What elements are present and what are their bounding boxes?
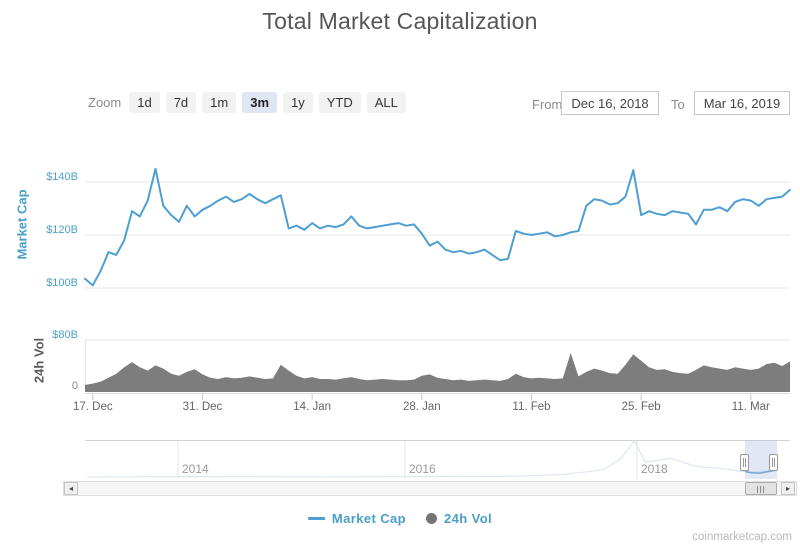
x-axis-label: 28. Jan [402,401,441,413]
x-axis-label: 11. Mar [731,401,770,413]
zoom-button-ytd[interactable]: YTD [318,92,361,113]
zoom-buttons-group: 1d 7d 1m 3m 1y YTD ALL [129,92,412,113]
scrollbar-track[interactable] [63,481,797,496]
legend-label: Market Cap [331,511,406,526]
navigator-year-label: 2014 [182,462,209,476]
y-axis-label: $80B [52,329,78,341]
x-axis-label: 11. Feb [512,401,551,413]
range-selector: Zoom 1d 7d 1m 3m 1y YTD ALL [88,92,412,113]
legend-item-24h-vol[interactable]: 24h Vol [426,511,492,526]
line-marker-icon [307,517,325,520]
navigator-year-label: 2018 [641,462,668,476]
navigator-left-handle[interactable] [740,454,749,471]
x-axis-label: 14. Jan [293,401,332,413]
y-axis-label: $140B [46,171,78,183]
zoom-button-1m[interactable]: 1m [202,92,237,113]
zoom-label: Zoom [88,95,122,110]
zoom-button-7d[interactable]: 7d [165,92,197,113]
legend-item-market-cap[interactable]: Market Cap [307,511,406,526]
y-axis-label: $100B [46,277,78,289]
to-label: To [671,97,685,112]
to-date-input[interactable] [694,91,790,115]
scrollbar-thumb[interactable] [745,482,777,495]
market-cap-line-series [84,167,791,287]
zoom-button-all[interactable]: ALL [366,92,406,113]
y-axis-label: $120B [46,224,78,236]
navigator-right-handle[interactable] [769,454,778,471]
circle-marker-icon [426,513,437,524]
x-axis-label: 17. Dec [73,401,113,413]
navigator-year-label: 2016 [409,462,436,476]
from-label: From [532,97,563,112]
scrollbar-grip-icon [757,486,765,493]
x-axis-label: 25. Feb [621,401,661,413]
zoom-button-1d[interactable]: 1d [129,92,160,113]
zoom-button-3m[interactable]: 3m [242,92,278,113]
zoom-button-1y[interactable]: 1y [283,92,313,113]
chart-title: Total Market Capitalization [262,8,538,34]
scrollbar-left-arrow-icon[interactable]: ◂ [64,482,78,495]
legend-label: 24h Vol [444,511,493,526]
from-date-input[interactable] [561,91,659,115]
watermark: coinmarketcap.com [692,531,792,543]
volume-area-series [85,353,790,392]
scrollbar-right-arrow-icon[interactable]: ▸ [781,482,795,495]
x-axis-label: 31. Dec [182,401,223,413]
legend: Market Cap 24h Vol [0,511,800,526]
y-axis-label: 0 [71,380,78,392]
